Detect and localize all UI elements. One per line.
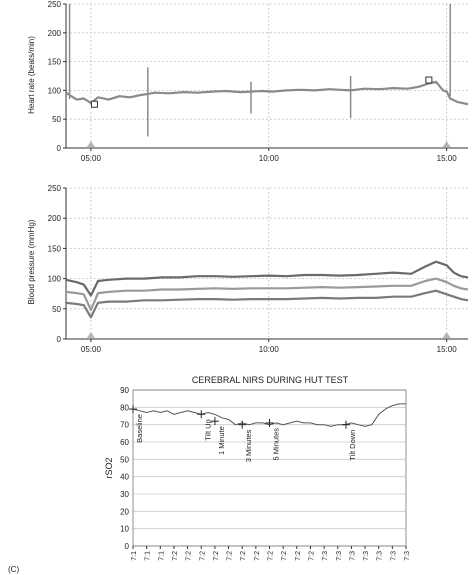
panel-label: (C) [8, 565, 19, 574]
y-tick-label: 150 [48, 244, 62, 253]
x-tick-label: 05:00 [81, 345, 102, 354]
event-label: 1 Minute [217, 426, 226, 455]
event-label: Tilt Up [203, 419, 212, 440]
bp-ylabel: Blood pressure (mmHg) [27, 219, 36, 304]
x-tick-label: 10:00 [259, 345, 280, 354]
nirs-ylabel: rSO2 [104, 457, 114, 478]
x-tick-label: 7:2 [186, 551, 193, 561]
y-tick-label: 50 [52, 305, 61, 314]
blood-pressure-chart: Blood pressure (mmHg) 0 50 100 150 200 250 05:… [27, 184, 469, 354]
x-tick-label: 7:2 [268, 551, 275, 561]
event-label: 5 Minutes [272, 428, 281, 461]
event-triangle [442, 332, 451, 338]
event-marker [425, 76, 433, 84]
x-tick-label: 7:3 [363, 551, 370, 561]
event-triangle [86, 141, 95, 147]
series-line-0 [65, 80, 469, 106]
y-tick-label: 250 [48, 0, 62, 9]
y-tick-label: 200 [48, 29, 62, 38]
y-tick-label: 20 [120, 507, 129, 516]
y-tick-label: 30 [120, 490, 129, 499]
y-tick-label: 40 [120, 473, 129, 482]
x-tick-label: 7:1 [131, 551, 138, 561]
hr-ylabel: Heart rate (beats/min) [27, 36, 36, 114]
y-tick-label: 10 [120, 525, 129, 534]
x-tick-label: 10:00 [259, 154, 280, 163]
x-tick-label: 7:3 [404, 551, 411, 561]
y-tick-label: 90 [120, 386, 129, 395]
event-label: Baseline [135, 414, 144, 443]
y-tick-label: 60 [120, 438, 129, 447]
x-tick-label: 7:2 [240, 551, 247, 561]
y-tick-label: 100 [48, 86, 62, 95]
series-line-1 [65, 277, 469, 312]
x-tick-label: 7:2 [199, 551, 206, 561]
heart-rate-chart: Heart rate (beats/min) 0 50 100 150 200 250 05… [27, 0, 469, 163]
nirs-chart: CEREBRAL NIRS DURING HUT TEST rSO2 0 10 20… [104, 375, 411, 561]
x-tick-label: 7:3 [336, 551, 343, 561]
event-triangle [86, 332, 95, 338]
x-tick-label: 7:3 [390, 551, 397, 561]
y-tick-label: 50 [120, 455, 129, 464]
x-tick-label: 7:2 [295, 551, 302, 561]
x-tick-label: 15:00 [437, 345, 458, 354]
x-tick-label: 7:2 [172, 551, 179, 561]
event-marker [90, 100, 98, 108]
x-tick-label: 7:2 [213, 551, 220, 561]
x-tick-label: 7:3 [322, 551, 329, 561]
x-tick-label: 7:2 [254, 551, 261, 561]
x-tick-label: 7:2 [308, 551, 315, 561]
x-tick-label: 05:00 [81, 154, 102, 163]
y-tick-label: 50 [52, 115, 61, 124]
y-tick-label: 250 [48, 184, 62, 193]
y-tick-label: 0 [57, 144, 62, 153]
x-tick-label: 7:2 [227, 551, 234, 561]
x-tick-label: 7:3 [377, 551, 384, 561]
x-tick-label: 7:1 [145, 551, 152, 561]
y-tick-label: 70 [120, 421, 129, 430]
nirs-title: CEREBRAL NIRS DURING HUT TEST [192, 375, 349, 385]
y-tick-label: 150 [48, 58, 62, 67]
y-tick-label: 80 [120, 403, 129, 412]
y-tick-label: 100 [48, 275, 62, 284]
plot-frame [132, 389, 407, 547]
x-tick-label: 7:2 [281, 551, 288, 561]
x-tick-label: 15:00 [437, 154, 458, 163]
event-label: 3 Minutes [244, 429, 253, 462]
series-line-0 [65, 260, 469, 297]
y-tick-label: 0 [57, 335, 62, 344]
event-triangle [442, 141, 451, 147]
event-label: Tilt Down [348, 430, 357, 461]
y-tick-label: 0 [125, 542, 130, 551]
x-tick-label: 7:3 [349, 551, 356, 561]
x-tick-label: 7:1 [158, 551, 165, 561]
series-line-2 [65, 289, 469, 319]
y-tick-label: 200 [48, 214, 62, 223]
